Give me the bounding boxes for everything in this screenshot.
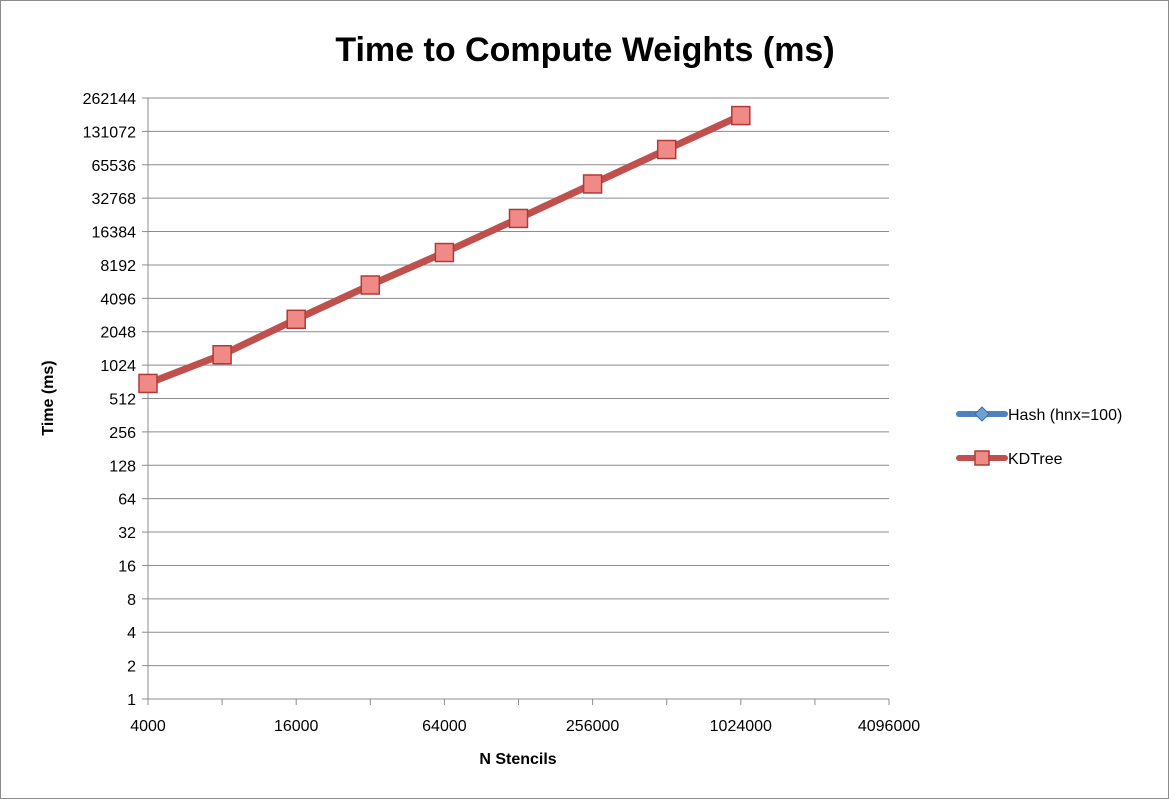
data-point-marker (508, 208, 529, 229)
data-point-marker (434, 242, 455, 263)
legend-marker-square (974, 450, 990, 466)
y-tick-label: 1024 (100, 358, 136, 375)
x-tick-label: 4096000 (858, 718, 920, 735)
data-point-marker (286, 309, 306, 330)
y-tick-label: 4 (127, 625, 136, 642)
x-tick-label: 16000 (274, 718, 319, 735)
chart-title: Time to Compute Weights (ms) (335, 31, 834, 69)
series-layer (138, 105, 751, 394)
x-tick-label: 64000 (422, 718, 467, 735)
axes (142, 97, 890, 705)
y-tick-label: 1 (127, 692, 136, 709)
data-point-marker (138, 373, 158, 394)
gridlines (148, 97, 889, 667)
y-tick-label: 131072 (83, 124, 136, 141)
data-point-marker (731, 105, 751, 126)
data-point-marker (582, 174, 603, 194)
data-point-marker (360, 275, 381, 295)
y-tick-label: 32 (118, 525, 136, 542)
legend-marker-diamond (974, 406, 990, 422)
x-tick-labels: 4000 16000 64000 256000 1024000 4096000 (130, 718, 920, 735)
y-tick-label: 262144 (83, 91, 136, 108)
y-tick-label: 128 (109, 458, 136, 475)
y-tick-label: 8 (127, 592, 136, 609)
y-tick-label: 512 (109, 392, 136, 409)
x-tick-label: 256000 (566, 718, 619, 735)
y-tick-label: 65536 (92, 158, 137, 175)
y-tick-label: 8192 (100, 258, 136, 275)
legend: Hash (hnx=100) KDTree (956, 406, 1122, 468)
y-tick-label: 2048 (100, 325, 136, 342)
y-tick-label: 2 (127, 659, 136, 676)
y-tick-label: 16384 (92, 225, 137, 242)
y-tick-label: 64 (118, 492, 136, 509)
y-tick-labels: 1 2 4 8 16 32 64 128 256 512 1024 2048 4096 8192 16384… (83, 91, 136, 709)
y-tick-label: 256 (109, 425, 136, 442)
y-axis-label: Time (ms) (40, 360, 57, 435)
y-tick-label: 4096 (100, 291, 136, 308)
data-point-marker (656, 139, 677, 160)
x-tick-label: 1024000 (710, 718, 772, 735)
legend-label: Hash (hnx=100) (1008, 407, 1122, 424)
legend-label: KDTree (1008, 451, 1063, 468)
x-axis-label: N Stencils (479, 751, 556, 768)
x-tick-label: 4000 (130, 718, 166, 735)
y-tick-label: 32768 (92, 191, 137, 208)
data-point-marker (212, 344, 232, 365)
y-tick-label: 16 (118, 558, 136, 575)
